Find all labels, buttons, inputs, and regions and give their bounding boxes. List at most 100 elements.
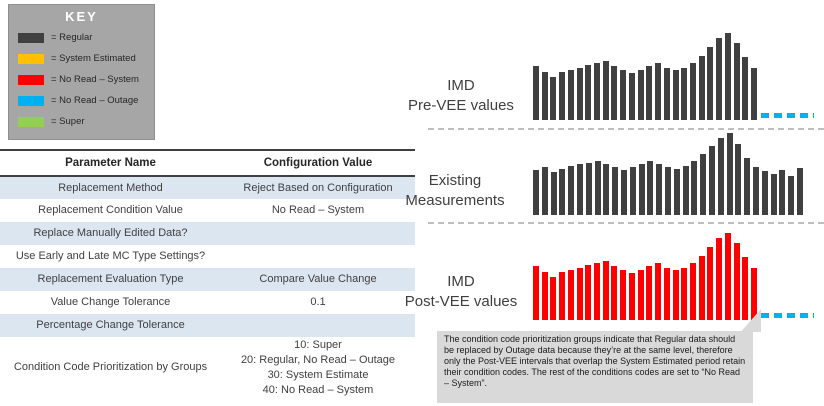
bar (673, 169, 680, 215)
bar (724, 233, 731, 320)
header-row: Parameter Name Configuration Value (0, 149, 415, 177)
bar (655, 63, 662, 120)
bar (620, 269, 627, 320)
bar (594, 262, 601, 320)
existing-measurements-bars (533, 133, 803, 215)
bar (672, 70, 679, 120)
chart-label-post-vee: IMD Post-VEE values (404, 273, 518, 310)
bar (612, 167, 619, 215)
bar (611, 266, 618, 320)
col-header-configuration-value: Configuration Value (221, 149, 415, 177)
pre-vee-outage-dashes (761, 113, 814, 118)
bar (550, 76, 557, 120)
bar (750, 67, 757, 120)
table-row: Replacement Method Reject Based on Config… (0, 176, 415, 199)
bar (646, 66, 653, 120)
bar (550, 172, 557, 215)
bar (628, 273, 635, 320)
legend-swatch (18, 95, 44, 106)
legend-item: = No Read – System (9, 69, 154, 90)
bar (594, 160, 601, 215)
bar (689, 262, 696, 320)
bar (742, 257, 749, 320)
bar (637, 69, 644, 120)
param-name-cell: Value Change Tolerance (50, 296, 171, 309)
param-name-cell: Replace Manually Edited Data? (33, 227, 188, 240)
bar (707, 46, 714, 120)
legend-items: = Regular = System Estimated = No Read – S… (9, 27, 154, 132)
bar (602, 60, 609, 120)
bar (585, 162, 592, 215)
bar (698, 55, 705, 120)
legend-item: = No Read – Outage (9, 90, 154, 111)
bar (559, 272, 566, 320)
bar (541, 72, 548, 120)
bar (646, 266, 653, 320)
param-name-cell: Percentage Change Tolerance (36, 319, 185, 332)
bar (620, 69, 627, 120)
bar (656, 164, 663, 215)
parameter-table: Parameter Name Configuration Value Repla… (0, 149, 415, 398)
bar (576, 67, 583, 120)
table-row: Value Change Tolerance 0.1 (0, 291, 415, 314)
legend-title: KEY (65, 9, 98, 24)
bar (611, 66, 618, 120)
bar (750, 267, 757, 320)
legend-box: KEY = Regular = System Estimated = No Read… (8, 4, 155, 140)
pre-vee-bars (533, 33, 757, 120)
bar (664, 167, 671, 215)
legend-item: = System Estimated (9, 48, 154, 69)
bar (682, 165, 689, 215)
bar (629, 167, 636, 215)
bar (770, 174, 777, 215)
bar (603, 164, 610, 215)
separator-dashed-line (428, 128, 824, 130)
param-name-cell: Replacement Condition Value (38, 204, 183, 217)
bar (744, 157, 751, 215)
bar (681, 67, 688, 120)
bar (567, 269, 574, 320)
chart-label-pre-vee: IMD Pre-VEE values (408, 77, 514, 114)
param-name-cell: Condition Code Prioritization by Groups (13, 361, 208, 374)
config-value-cell (221, 245, 415, 268)
legend-item: = Super (9, 111, 154, 132)
chart-label-existing: Existing Measurements (405, 172, 505, 209)
bar (585, 65, 592, 120)
bar (788, 175, 795, 215)
bar (628, 73, 635, 120)
callout-text: The condition code prioritization groups… (444, 334, 746, 388)
table-row: Replace Manually Edited Data? (0, 222, 415, 245)
table-row: Condition Code Prioritization by Groups 1… (0, 337, 415, 398)
config-value-cell: 10: Super 20: Regular, No Read – Outage … (240, 339, 396, 396)
legend-label: = Super (51, 116, 85, 127)
bar (559, 72, 566, 120)
bar (638, 164, 645, 215)
bar (594, 62, 601, 120)
bar (655, 263, 662, 320)
bar (700, 154, 707, 215)
bar (733, 43, 740, 120)
legend-swatch (18, 74, 44, 85)
legend-item: = Regular (9, 27, 154, 48)
bar (761, 170, 768, 215)
post-vee-outage-dashes (761, 313, 814, 318)
legend-label: = Regular (51, 32, 93, 43)
bar (796, 168, 803, 215)
bar (726, 133, 733, 215)
bar (620, 169, 627, 215)
bar (550, 276, 557, 320)
bar (541, 272, 548, 320)
bar (602, 260, 609, 320)
table-row: Replacement Evaluation Type Compare Value… (0, 268, 415, 291)
legend-label: = No Read – System (51, 74, 139, 85)
bar (742, 57, 749, 120)
table-row: Percentage Change Tolerance (0, 314, 415, 337)
bar (541, 167, 548, 215)
config-value-cell: Compare Value Change (259, 273, 377, 286)
bar (567, 69, 574, 120)
legend-swatch (18, 32, 44, 43)
bar (647, 160, 654, 215)
config-value-cell: 0.1 (310, 296, 326, 309)
bar (707, 246, 714, 320)
legend-swatch (18, 53, 44, 64)
